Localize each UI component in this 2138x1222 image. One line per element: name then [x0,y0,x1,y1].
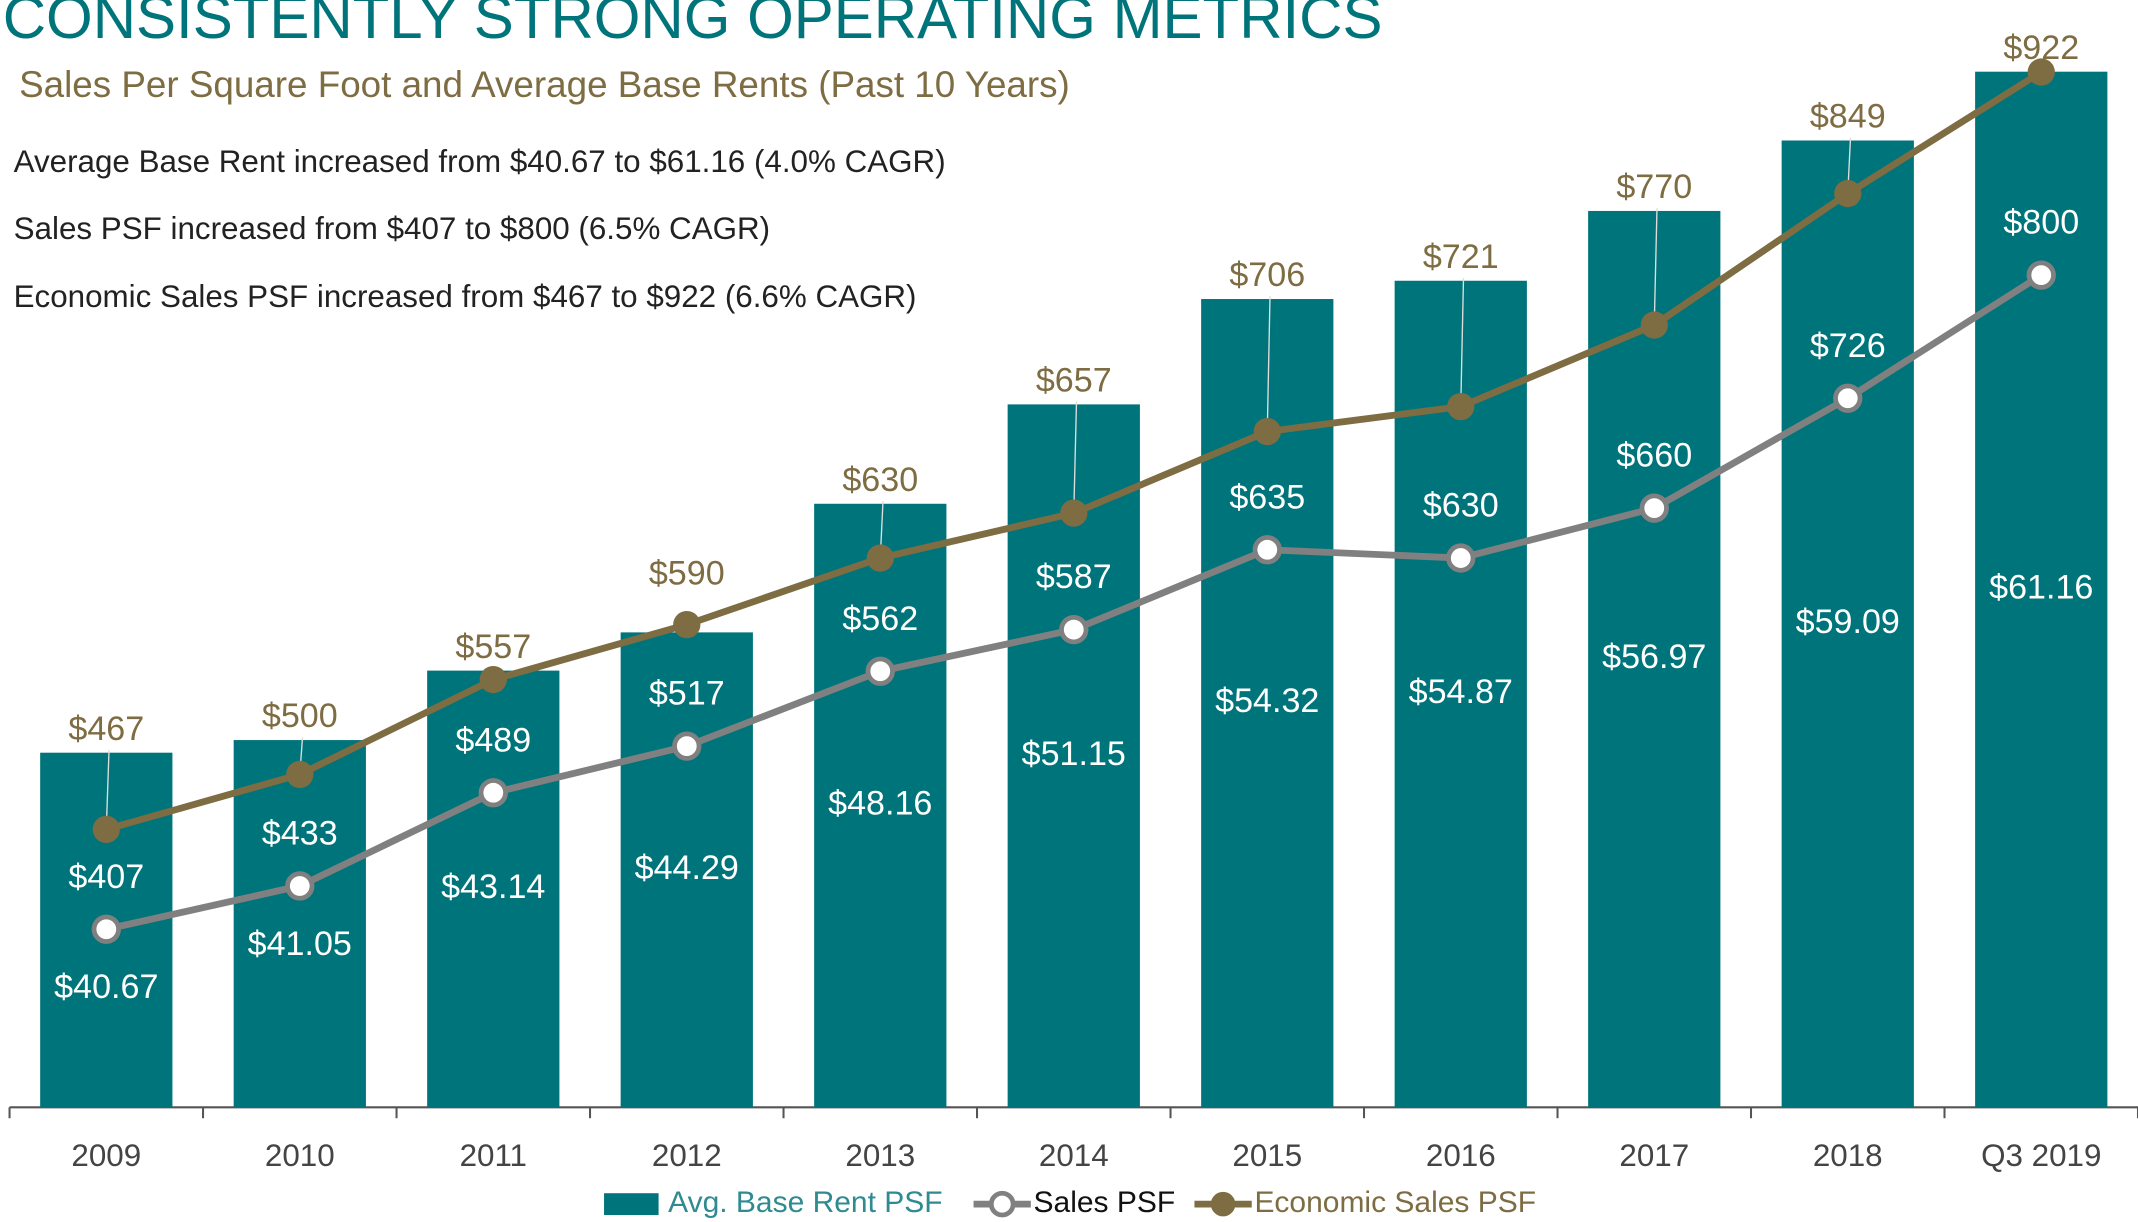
x-tick-label: 2010 [265,1138,335,1173]
bar [620,632,753,1108]
legend-marker [988,1190,1016,1218]
legend-label: Avg. Base Rent PSF [668,1186,942,1219]
chart-subtitle: Sales Per Square Foot and Average Base R… [19,64,1070,105]
leader-line [1073,401,1078,514]
data-label: $43.14 [441,868,545,906]
leader-line [1266,296,1271,432]
bar [1588,210,1721,1108]
data-label: $433 [262,815,338,853]
data-label: $44.29 [635,849,739,887]
data-label: $770 [1616,168,1692,206]
marker [673,611,701,639]
data-label: $517 [649,675,725,713]
annotation: Sales PSF increased from $407 to $800 (6… [14,211,770,246]
x-tick-label: 2015 [1232,1138,1302,1173]
data-label: $800 [2003,204,2079,242]
data-label: $61.16 [1989,569,2093,607]
bar [1975,71,2108,1108]
data-label: $54.32 [1215,682,1319,720]
data-label: $54.87 [1409,673,1513,711]
x-tick-label: 2017 [1619,1138,1689,1173]
data-label: $40.67 [54,968,158,1006]
marker [1059,614,1089,645]
annotation: Average Base Rent increased from $40.67 … [14,144,946,179]
x-tick-label: 2018 [1813,1138,1883,1173]
marker [2026,260,2056,290]
data-label: $41.05 [248,925,352,963]
legend-swatch [604,1193,659,1216]
bar [233,740,366,1108]
x-tick-label: 2011 [460,1138,527,1173]
marker [478,778,508,808]
marker [1639,493,1669,523]
marker [1447,392,1475,421]
x-tick-label: 2012 [652,1138,722,1173]
x-tick-label: 2009 [71,1138,141,1173]
data-label: $407 [68,858,144,896]
marker [2027,58,2055,86]
marker [1640,311,1668,339]
data-label: $726 [1810,327,1886,365]
leader-line [1460,278,1465,407]
data-label: $590 [649,555,725,593]
data-label: $635 [1229,478,1305,516]
data-label: $59.09 [1796,603,1900,641]
marker [1833,383,1863,413]
data-label: $489 [455,721,531,759]
marker [1446,543,1476,573]
annotation: Economic Sales PSF increased from $467 t… [14,279,917,314]
bar [814,503,947,1108]
marker [91,914,121,944]
data-label: $630 [842,461,918,499]
marker [865,656,895,686]
data-label: $562 [842,600,918,638]
data-label: $587 [1036,558,1112,596]
data-label: $849 [1810,98,1886,136]
data-label: $721 [1423,238,1499,276]
x-tick-label: 2016 [1426,1138,1496,1173]
data-label: $56.97 [1602,638,1706,676]
bar [427,670,560,1108]
marker [479,665,507,694]
data-label: $657 [1036,362,1112,400]
data-label: $706 [1229,256,1305,294]
marker [1253,417,1281,446]
marker [286,760,314,789]
data-label: $500 [262,697,338,735]
x-tick-label: 2014 [1039,1138,1109,1173]
marker [672,731,702,761]
legend-label: Economic Sales PSF [1254,1186,1536,1219]
x-tick-label: Q3 2019 [1981,1138,2101,1173]
marker [1252,535,1282,565]
marker [1060,499,1088,527]
chart-title: CONSISTENTLY STRONG OPERATING METRICS [3,0,1383,51]
data-label: $630 [1423,487,1499,525]
marker [866,544,894,572]
legend-label: Sales PSF [1034,1186,1176,1219]
marker [92,815,120,844]
marker [285,871,315,901]
data-label: $48.16 [828,785,932,823]
data-label: $467 [68,710,144,748]
marker [1834,179,1862,208]
legend-marker [1210,1191,1236,1217]
data-label: $51.15 [1022,735,1126,773]
x-tick-label: 2013 [845,1138,915,1173]
data-label: $557 [455,628,531,666]
bar [1781,140,1914,1108]
data-label: $660 [1616,437,1692,475]
leader-line [1653,208,1658,326]
